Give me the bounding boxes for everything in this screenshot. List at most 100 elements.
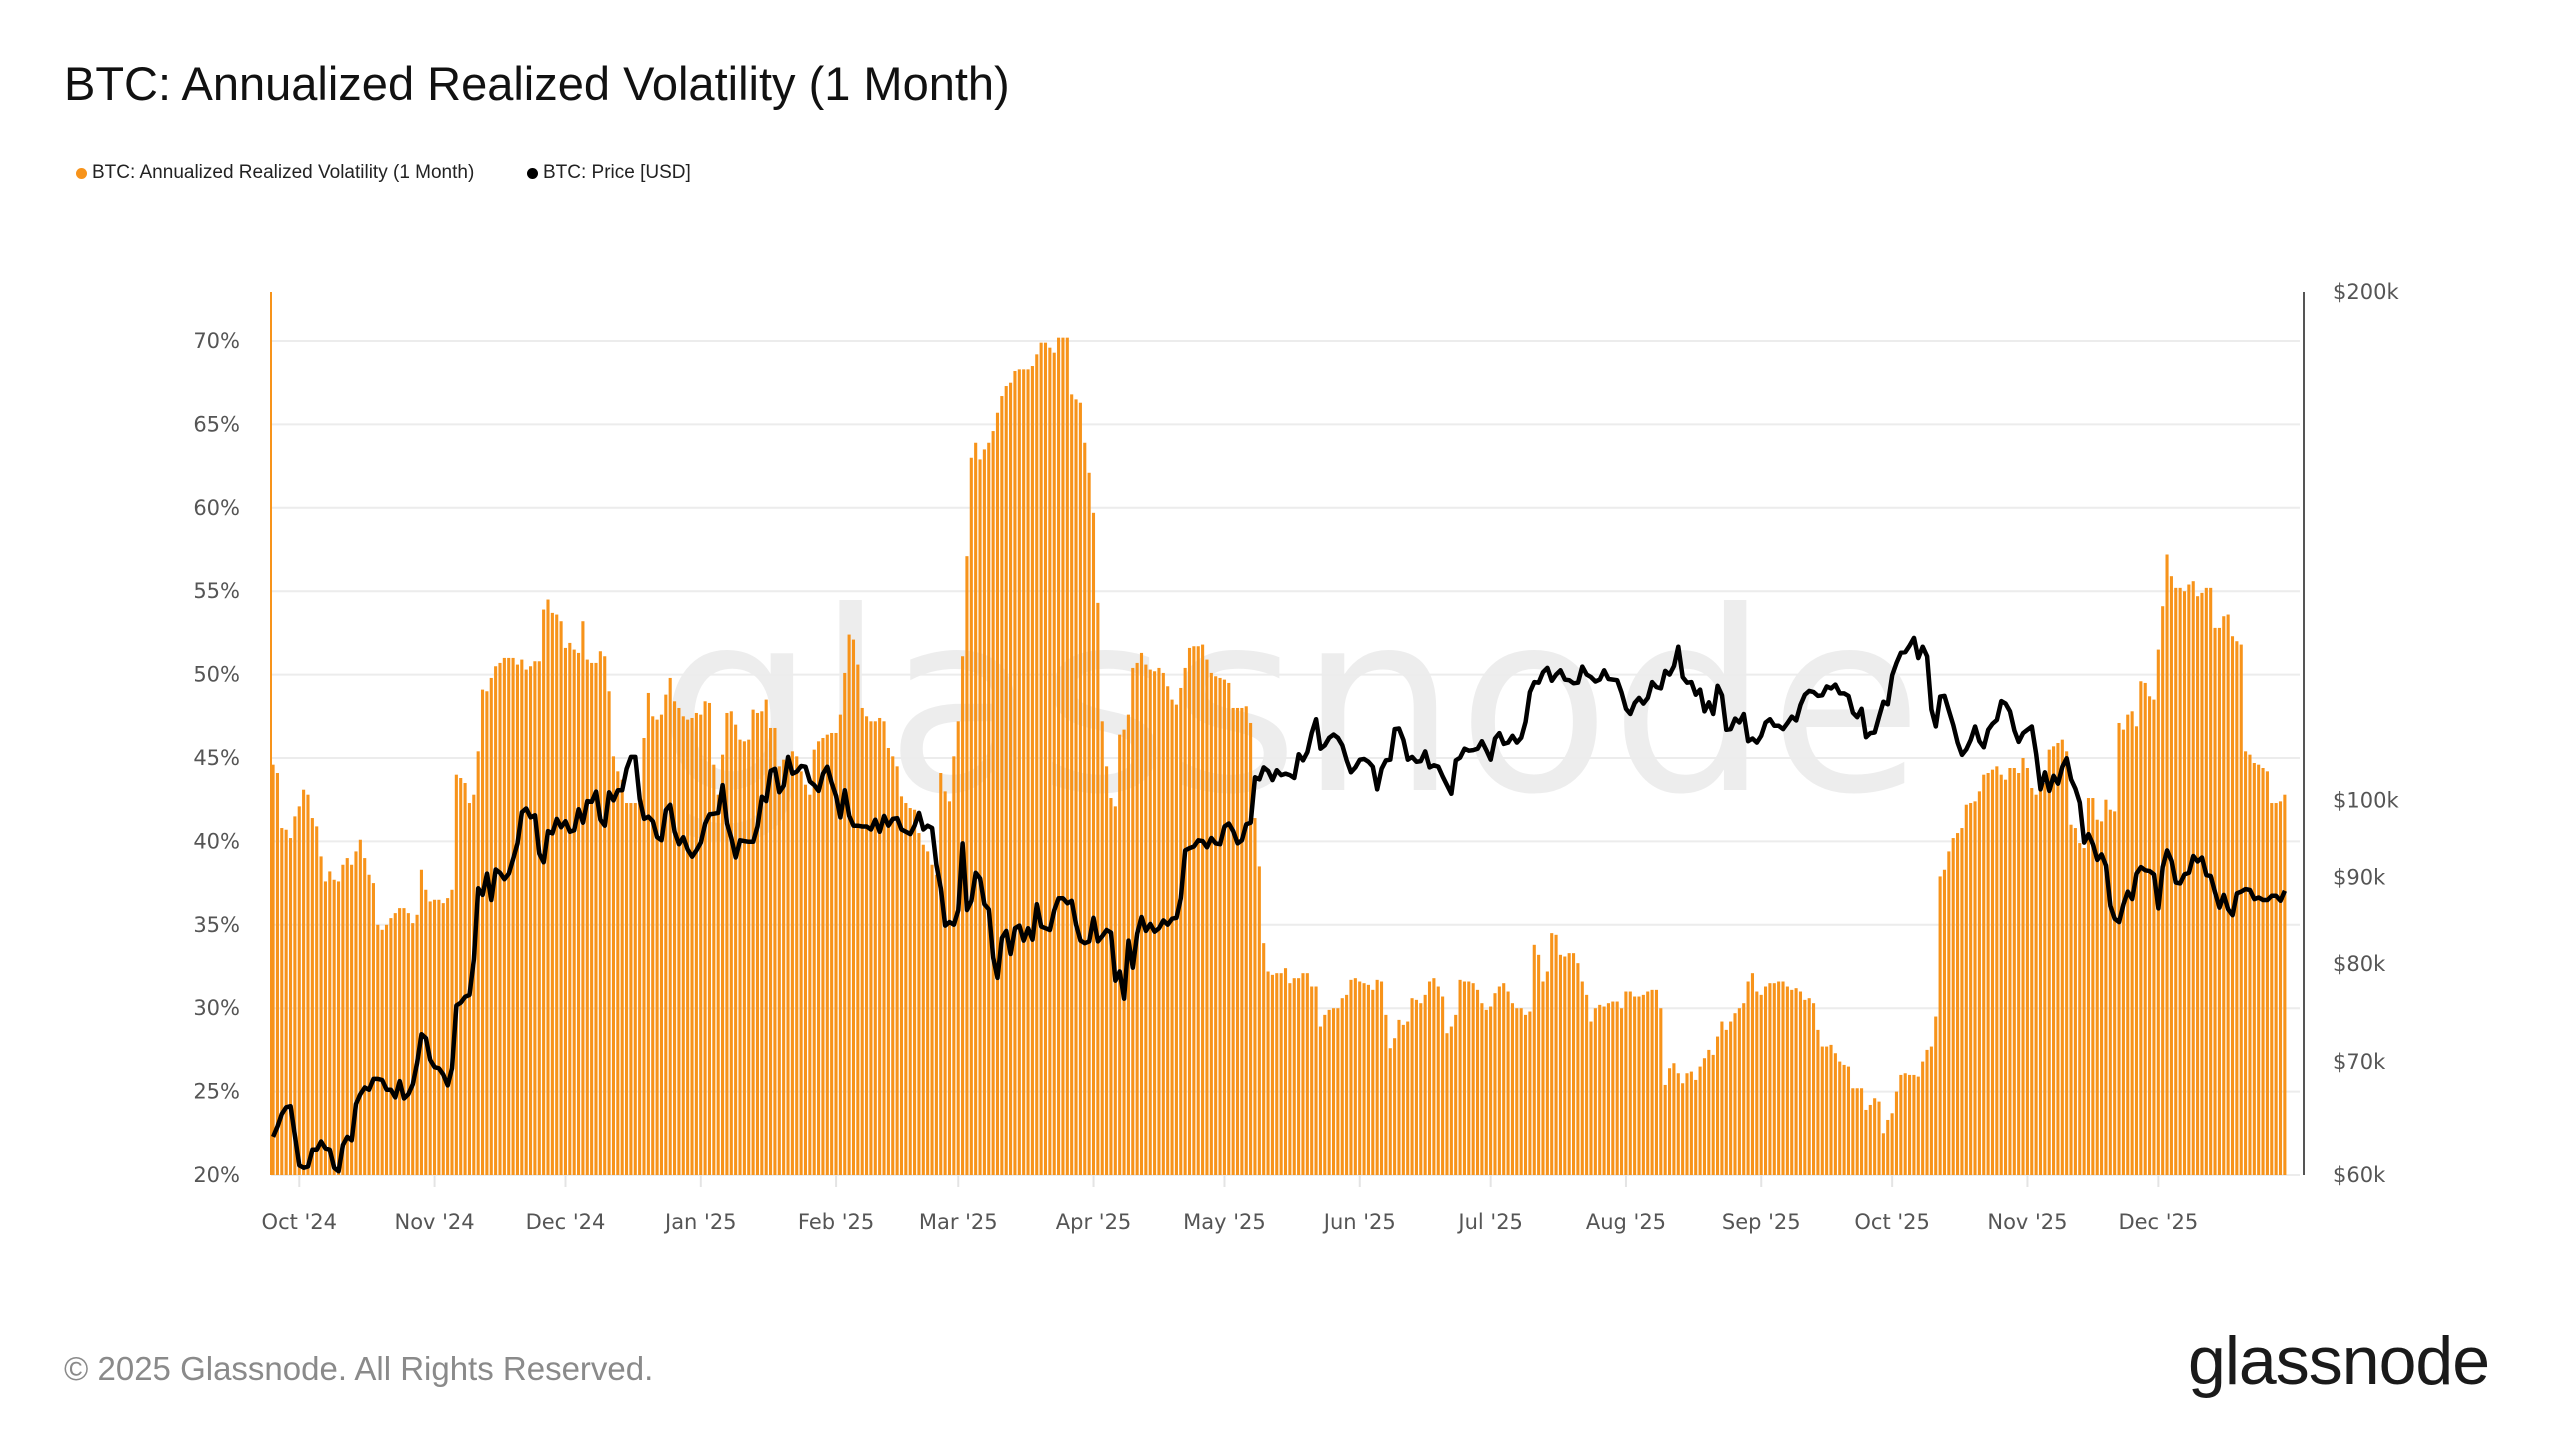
- volatility-bar: [1275, 973, 1279, 1175]
- volatility-bar: [1803, 999, 1807, 1175]
- volatility-bar: [1371, 989, 1375, 1175]
- volatility-bar: [568, 642, 572, 1175]
- volatility-bar: [306, 794, 310, 1175]
- volatility-bar: [2117, 722, 2121, 1175]
- y-right-tick-label: $60k: [2333, 1163, 2386, 1187]
- volatility-bar: [1519, 1008, 1523, 1175]
- volatility-bar: [707, 702, 712, 1175]
- volatility-bar: [690, 717, 694, 1175]
- black-dot-icon: [527, 167, 538, 179]
- volatility-bar: [463, 783, 467, 1175]
- volatility-bar: [1427, 981, 1432, 1175]
- volatility-bar: [777, 766, 781, 1175]
- volatility-bar: [1672, 1063, 1676, 1175]
- volatility-bar: [646, 692, 650, 1175]
- volatility-bar: [2226, 614, 2230, 1175]
- y-left-tick-label: 20%: [193, 1163, 240, 1187]
- volatility-bar: [1921, 1061, 1925, 1175]
- volatility-bar: [1345, 994, 1349, 1175]
- copyright-text: © 2025 Glassnode. All Rights Reserved.: [64, 1350, 654, 1387]
- volatility-bar: [454, 774, 458, 1175]
- volatility-bar: [1209, 672, 1213, 1175]
- x-tick-label: Nov '24: [395, 1210, 475, 1234]
- volatility-bar: [498, 662, 502, 1175]
- volatility-bar: [1755, 991, 1759, 1175]
- volatility-bar: [1096, 602, 1100, 1175]
- volatility-bar: [2152, 699, 2156, 1175]
- volatility-bar: [1707, 1049, 1711, 1175]
- volatility-bar: [1545, 971, 1549, 1175]
- volatility-bar: [1327, 1009, 1331, 1175]
- volatility-bar: [2017, 773, 2021, 1175]
- volatility-bar: [808, 794, 812, 1175]
- volatility-bar: [2021, 758, 2025, 1175]
- volatility-bar: [1057, 337, 1061, 1175]
- volatility-bar: [402, 908, 406, 1175]
- volatility-bar: [1759, 994, 1763, 1175]
- volatility-bar: [2091, 798, 2095, 1175]
- volatility-bar: [668, 677, 672, 1175]
- x-tick-label: May '25: [1183, 1210, 1266, 1234]
- volatility-bar: [563, 647, 568, 1175]
- volatility-bar: [1170, 699, 1174, 1175]
- volatility-bar: [1401, 1024, 1405, 1175]
- volatility-bar: [1733, 1013, 1737, 1175]
- volatility-bar: [542, 609, 546, 1175]
- volatility-bar: [1445, 1033, 1449, 1175]
- volatility-bar: [952, 756, 956, 1175]
- volatility-bar: [1558, 954, 1562, 1175]
- x-tick-label: Aug '25: [1586, 1210, 1666, 1234]
- chart-title: BTC: Annualized Realized Volatility (1 M…: [64, 57, 1010, 110]
- volatility-bar: [1493, 993, 1497, 1175]
- volatility-bar: [367, 874, 371, 1175]
- volatility-bar: [939, 773, 943, 1175]
- volatility-bar: [1716, 1036, 1720, 1175]
- volatility-bar: [2161, 606, 2165, 1175]
- volatility-bar: [550, 612, 554, 1175]
- volatility-bar: [1646, 991, 1650, 1175]
- volatility-bar: [1131, 667, 1135, 1175]
- volatility-bar: [1484, 1009, 1488, 1175]
- volatility-bar: [476, 751, 480, 1175]
- volatility-bar: [694, 712, 698, 1175]
- volatility-bar: [1969, 803, 1973, 1175]
- volatility-bar: [760, 711, 764, 1175]
- volatility-bar: [2200, 592, 2204, 1175]
- volatility-bar: [1183, 667, 1187, 1175]
- volatility-bar: [1039, 342, 1043, 1176]
- y-left-tick-label: 70%: [193, 329, 240, 353]
- volatility-bar: [1899, 1074, 1903, 1175]
- volatility-bar: [664, 694, 668, 1175]
- volatility-bar: [1877, 1101, 1881, 1175]
- volatility-bar: [1187, 647, 1192, 1175]
- volatility-bar: [1685, 1073, 1689, 1175]
- volatility-bar: [1633, 996, 1637, 1175]
- volatility-bar: [1087, 472, 1091, 1176]
- volatility-bar: [633, 803, 637, 1175]
- volatility-bar: [908, 808, 912, 1175]
- volatility-bar: [2030, 788, 2034, 1175]
- volatility-bar: [2265, 771, 2269, 1175]
- volatility-bar: [2156, 649, 2160, 1175]
- volatility-bar: [2104, 799, 2108, 1175]
- orange-dot-icon: [76, 167, 87, 179]
- volatility-bar: [1881, 1133, 1885, 1175]
- volatility-bar: [882, 721, 886, 1175]
- volatility-bar: [1249, 722, 1253, 1175]
- volatility-bar: [1366, 984, 1370, 1175]
- volatility-bar: [1794, 988, 1798, 1175]
- volatility-bar: [1938, 876, 1942, 1175]
- legend-item-volatility[interactable]: BTC: Annualized Realized Volatility (1 M…: [76, 162, 474, 184]
- volatility-bar: [642, 737, 646, 1175]
- volatility-bar: [1070, 394, 1074, 1176]
- volatility-bar: [1288, 983, 1292, 1175]
- volatility-bar: [2078, 843, 2082, 1175]
- volatility-bar: [734, 724, 738, 1175]
- legend-item-price[interactable]: BTC: Price [USD]: [527, 162, 691, 184]
- volatility-bar: [1393, 1038, 1397, 1175]
- volatility-bar: [384, 924, 389, 1175]
- volatility-bar: [437, 899, 441, 1175]
- volatility-bar: [1973, 801, 1977, 1175]
- volatility-bar: [1502, 983, 1506, 1175]
- volatility-bar: [1960, 828, 1964, 1175]
